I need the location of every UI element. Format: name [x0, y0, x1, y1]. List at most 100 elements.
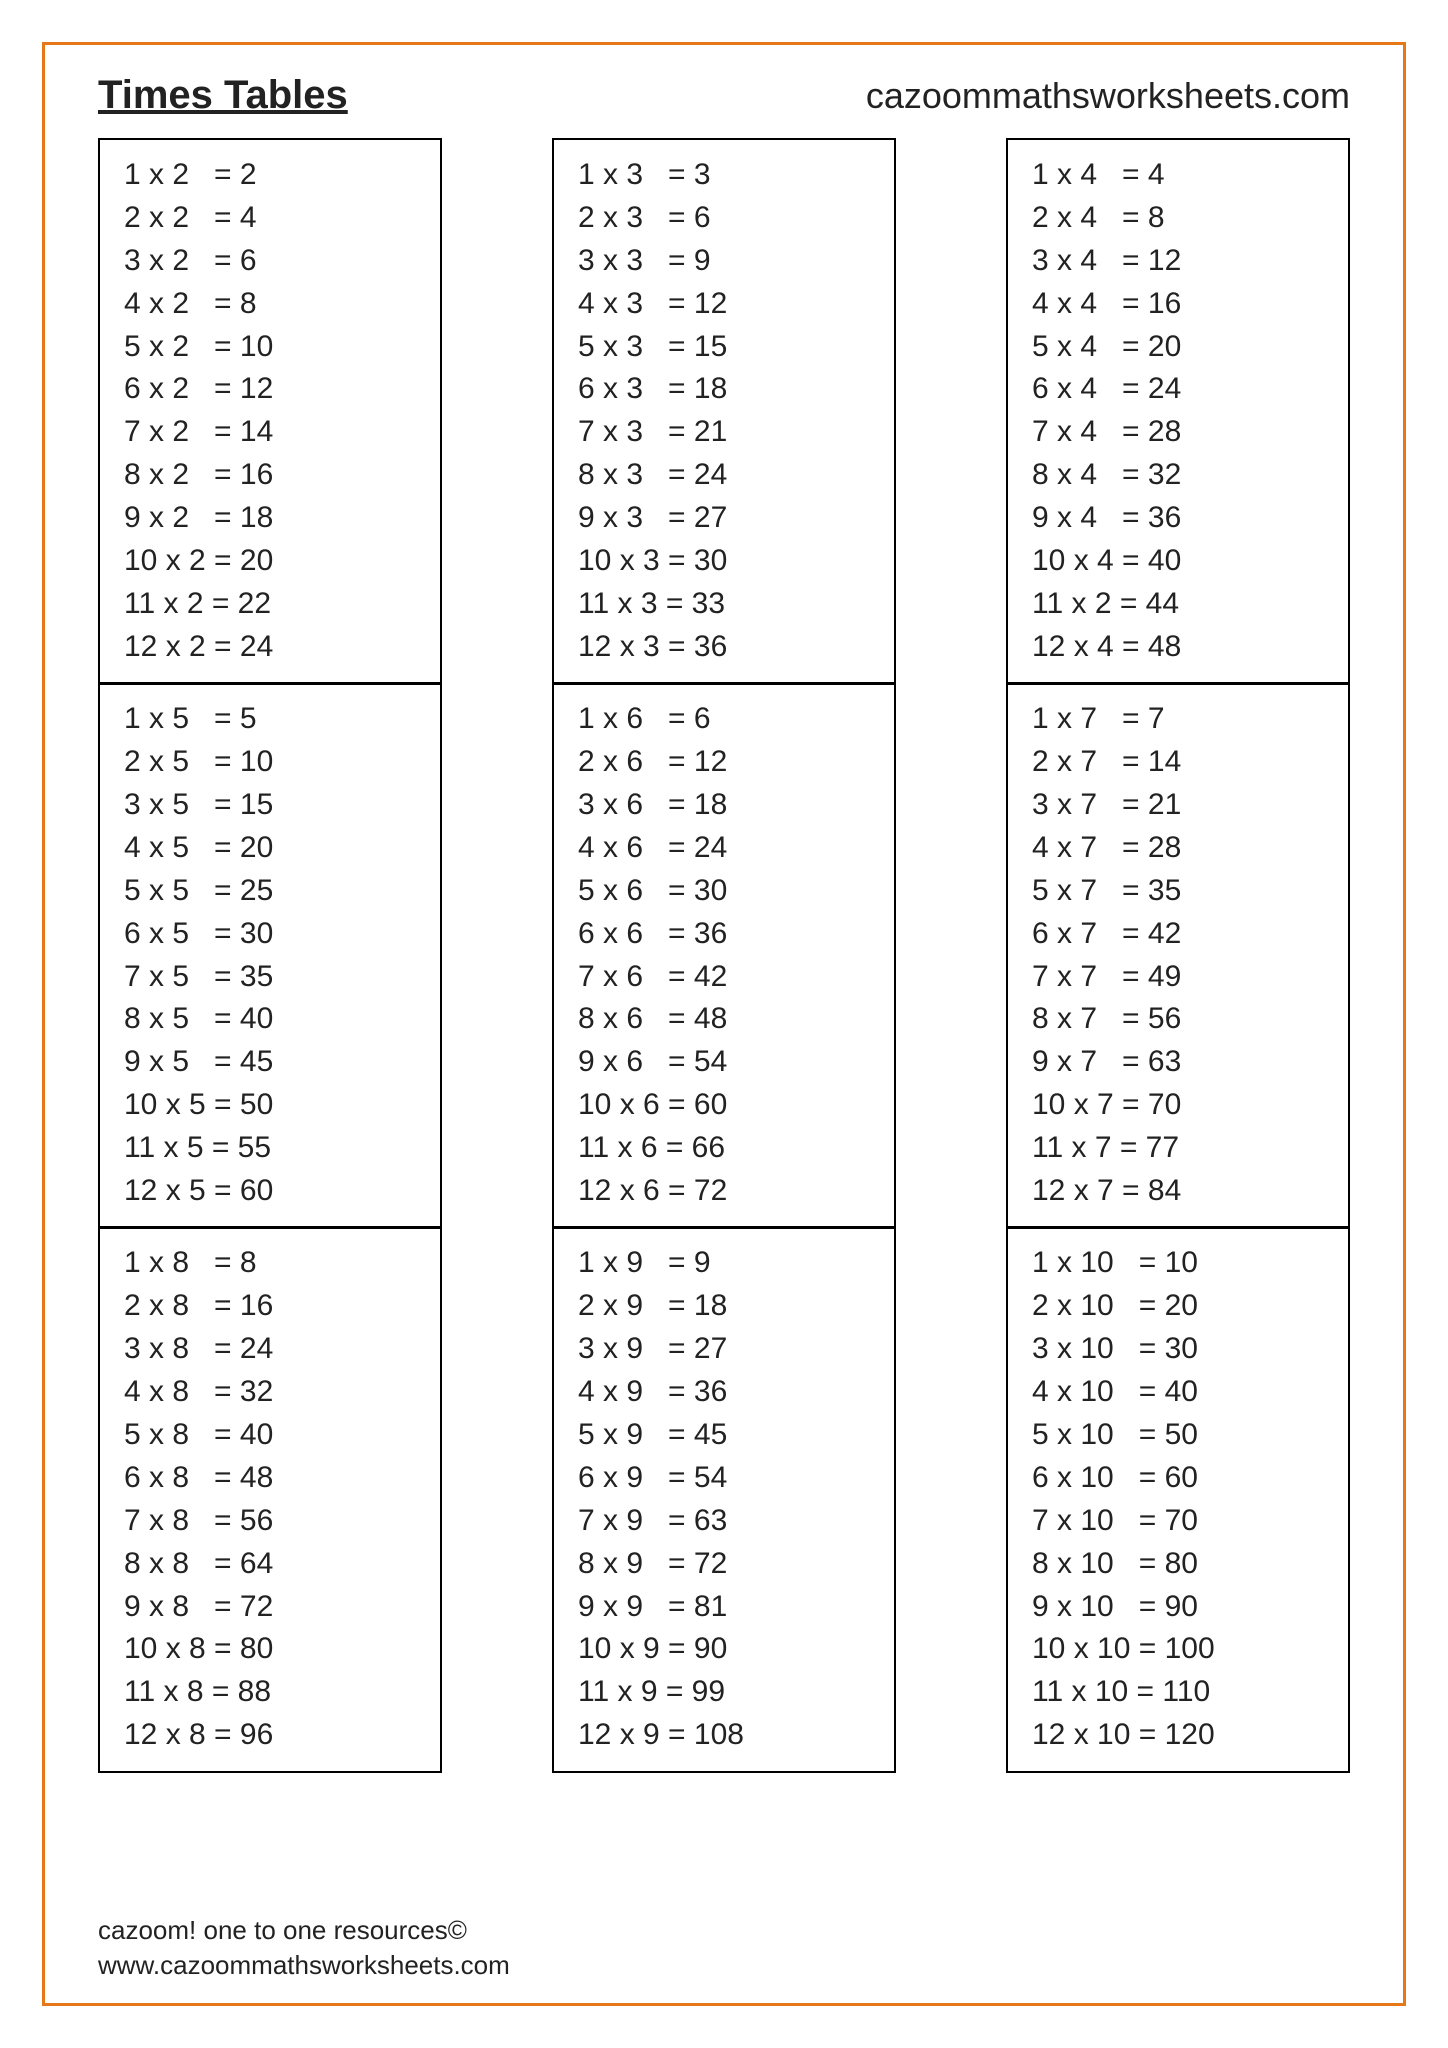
footer: cazoom! one to one resources© www.cazoom… — [98, 1913, 510, 1983]
table-row: 12 x 6 = 72 — [578, 1170, 886, 1213]
table-row: 10 x 4 = 40 — [1032, 540, 1340, 583]
table-row: 10 x 6 = 60 — [578, 1084, 886, 1127]
table-row: 1 x 2 = 2 — [124, 154, 432, 197]
table-row: 7 x 10 = 70 — [1032, 1500, 1340, 1543]
footer-line-1: cazoom! one to one resources© — [98, 1913, 510, 1948]
table-row: 10 x 8 = 80 — [124, 1628, 432, 1671]
header: Times Tables cazoommathsworksheets.com — [90, 73, 1358, 118]
table-row: 2 x 8 = 16 — [124, 1285, 432, 1328]
times-table-10: 1 x 10 = 102 x 10 = 203 x 10 = 304 x 10 … — [1006, 1226, 1350, 1773]
table-row: 4 x 7 = 28 — [1032, 827, 1340, 870]
table-row: 9 x 9 = 81 — [578, 1586, 886, 1629]
table-row: 7 x 7 = 49 — [1032, 956, 1340, 999]
table-row: 1 x 4 = 4 — [1032, 154, 1340, 197]
table-row: 3 x 7 = 21 — [1032, 784, 1340, 827]
table-row: 1 x 9 = 9 — [578, 1242, 886, 1285]
table-row: 10 x 2 = 20 — [124, 540, 432, 583]
table-row: 11 x 7 = 77 — [1032, 1127, 1340, 1170]
times-table-2: 1 x 2 = 22 x 2 = 43 x 2 = 64 x 2 = 85 x … — [98, 138, 442, 685]
table-row: 7 x 5 = 35 — [124, 956, 432, 999]
table-row: 2 x 5 = 10 — [124, 741, 432, 784]
table-row: 12 x 7 = 84 — [1032, 1170, 1340, 1213]
table-row: 4 x 2 = 8 — [124, 283, 432, 326]
table-row: 7 x 9 = 63 — [578, 1500, 886, 1543]
table-row: 8 x 6 = 48 — [578, 998, 886, 1041]
table-row: 6 x 9 = 54 — [578, 1457, 886, 1500]
table-row: 12 x 10 = 120 — [1032, 1714, 1340, 1757]
table-row: 9 x 10 = 90 — [1032, 1586, 1340, 1629]
table-row: 8 x 9 = 72 — [578, 1543, 886, 1586]
table-row: 4 x 6 = 24 — [578, 827, 886, 870]
table-row: 7 x 4 = 28 — [1032, 411, 1340, 454]
table-row: 9 x 3 = 27 — [578, 497, 886, 540]
table-row: 1 x 8 = 8 — [124, 1242, 432, 1285]
times-table-8: 1 x 8 = 82 x 8 = 163 x 8 = 244 x 8 = 325… — [98, 1226, 442, 1773]
table-row: 3 x 10 = 30 — [1032, 1328, 1340, 1371]
table-row: 8 x 2 = 16 — [124, 454, 432, 497]
table-row: 4 x 8 = 32 — [124, 1371, 432, 1414]
table-row: 5 x 8 = 40 — [124, 1414, 432, 1457]
table-row: 12 x 3 = 36 — [578, 626, 886, 669]
table-row: 5 x 10 = 50 — [1032, 1414, 1340, 1457]
table-row: 10 x 5 = 50 — [124, 1084, 432, 1127]
table-row: 9 x 6 = 54 — [578, 1041, 886, 1084]
table-row: 12 x 2 = 24 — [124, 626, 432, 669]
tables-grid: 1 x 2 = 22 x 2 = 43 x 2 = 64 x 2 = 85 x … — [90, 138, 1358, 1771]
table-row: 5 x 6 = 30 — [578, 870, 886, 913]
table-row: 8 x 5 = 40 — [124, 998, 432, 1041]
table-row: 11 x 6 = 66 — [578, 1127, 886, 1170]
table-row: 6 x 7 = 42 — [1032, 913, 1340, 956]
table-row: 3 x 9 = 27 — [578, 1328, 886, 1371]
table-row: 1 x 5 = 5 — [124, 698, 432, 741]
table-row: 7 x 2 = 14 — [124, 411, 432, 454]
table-row: 10 x 7 = 70 — [1032, 1084, 1340, 1127]
table-row: 11 x 9 = 99 — [578, 1671, 886, 1714]
table-row: 2 x 9 = 18 — [578, 1285, 886, 1328]
table-row: 4 x 5 = 20 — [124, 827, 432, 870]
footer-line-2: www.cazoommathsworksheets.com — [98, 1948, 510, 1983]
table-row: 9 x 7 = 63 — [1032, 1041, 1340, 1084]
table-row: 6 x 2 = 12 — [124, 368, 432, 411]
table-row: 4 x 10 = 40 — [1032, 1371, 1340, 1414]
table-row: 8 x 3 = 24 — [578, 454, 886, 497]
table-row: 12 x 5 = 60 — [124, 1170, 432, 1213]
table-row: 1 x 7 = 7 — [1032, 698, 1340, 741]
table-row: 2 x 2 = 4 — [124, 197, 432, 240]
table-row: 9 x 5 = 45 — [124, 1041, 432, 1084]
table-row: 6 x 8 = 48 — [124, 1457, 432, 1500]
table-row: 2 x 6 = 12 — [578, 741, 886, 784]
page-title: Times Tables — [98, 73, 348, 118]
table-row: 2 x 7 = 14 — [1032, 741, 1340, 784]
table-row: 6 x 6 = 36 — [578, 913, 886, 956]
table-row: 6 x 10 = 60 — [1032, 1457, 1340, 1500]
table-row: 11 x 2 = 22 — [124, 583, 432, 626]
table-row: 3 x 3 = 9 — [578, 240, 886, 283]
table-row: 11 x 3 = 33 — [578, 583, 886, 626]
table-row: 11 x 10 = 110 — [1032, 1671, 1340, 1714]
table-row: 6 x 5 = 30 — [124, 913, 432, 956]
times-table-7: 1 x 7 = 72 x 7 = 143 x 7 = 214 x 7 = 285… — [1006, 682, 1350, 1229]
table-row: 3 x 8 = 24 — [124, 1328, 432, 1371]
table-row: 8 x 4 = 32 — [1032, 454, 1340, 497]
table-row: 11 x 8 = 88 — [124, 1671, 432, 1714]
table-row: 1 x 10 = 10 — [1032, 1242, 1340, 1285]
table-row: 11 x 5 = 55 — [124, 1127, 432, 1170]
table-row: 2 x 10 = 20 — [1032, 1285, 1340, 1328]
table-row: 2 x 3 = 6 — [578, 197, 886, 240]
page-border: Times Tables cazoommathsworksheets.com 1… — [42, 42, 1406, 2006]
table-row: 2 x 4 = 8 — [1032, 197, 1340, 240]
table-row: 4 x 4 = 16 — [1032, 283, 1340, 326]
table-row: 11 x 2 = 44 — [1032, 583, 1340, 626]
table-row: 5 x 4 = 20 — [1032, 326, 1340, 369]
table-row: 1 x 6 = 6 — [578, 698, 886, 741]
times-table-3: 1 x 3 = 32 x 3 = 63 x 3 = 94 x 3 = 125 x… — [552, 138, 896, 685]
table-row: 8 x 10 = 80 — [1032, 1543, 1340, 1586]
table-row: 12 x 4 = 48 — [1032, 626, 1340, 669]
table-row: 10 x 3 = 30 — [578, 540, 886, 583]
times-table-4: 1 x 4 = 42 x 4 = 83 x 4 = 124 x 4 = 165 … — [1006, 138, 1350, 685]
table-row: 7 x 3 = 21 — [578, 411, 886, 454]
table-row: 6 x 3 = 18 — [578, 368, 886, 411]
table-row: 12 x 9 = 108 — [578, 1714, 886, 1757]
table-row: 6 x 4 = 24 — [1032, 368, 1340, 411]
times-table-5: 1 x 5 = 52 x 5 = 103 x 5 = 154 x 5 = 205… — [98, 682, 442, 1229]
